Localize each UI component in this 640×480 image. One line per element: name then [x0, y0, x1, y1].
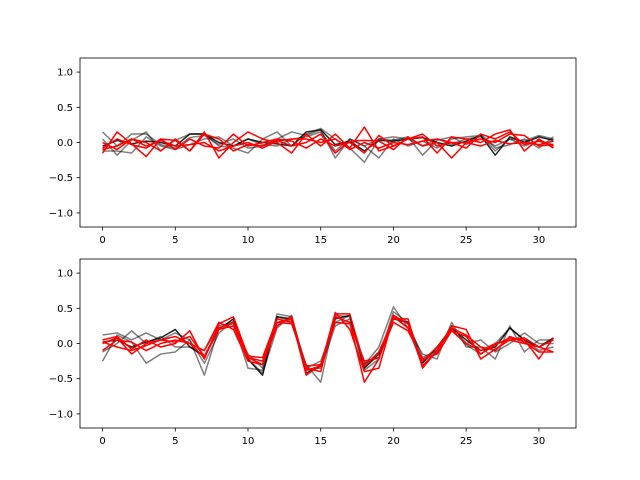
bottom-y-tick-label: −1.0 [49, 409, 73, 420]
bottom-x-axis: 0 5 10 15 20 25 30 [99, 428, 545, 447]
bottom-subplot: 0 5 10 15 20 25 30 −1.0 −0.5 0.0 0.5 1.0 [49, 258, 577, 447]
top-y-tick-label: 0.5 [57, 103, 73, 114]
top-y-tick-label: 1.0 [57, 68, 73, 79]
bottom-series-line-6 [102, 311, 555, 373]
top-y-tick-label: 0.0 [57, 138, 73, 149]
top-x-tick-label: 0 [99, 235, 105, 246]
top-x-axis: 0 5 10 15 20 25 30 [99, 227, 545, 246]
top-x-tick-label: 15 [314, 235, 327, 246]
top-y-axis: −1.0 −0.5 0.0 0.5 1.0 [49, 68, 80, 219]
bottom-y-tick-label: 1.0 [57, 269, 73, 280]
bottom-y-axis: −1.0 −0.5 0.0 0.5 1.0 [49, 269, 80, 420]
top-x-tick-label: 10 [242, 235, 255, 246]
bottom-x-tick-label: 15 [314, 436, 327, 447]
bottom-y-tick-label: 0.0 [57, 339, 73, 350]
top-series-line-7 [102, 138, 554, 152]
bottom-y-tick-label: 0.5 [57, 304, 73, 315]
bottom-series-lines [101, 306, 555, 383]
bottom-series-line-7 [102, 321, 554, 367]
top-x-tick-label: 5 [172, 235, 178, 246]
top-series-line-5 [102, 133, 554, 159]
top-series-lines [101, 126, 554, 163]
top-y-tick-label: −0.5 [49, 173, 73, 184]
top-y-tick-label: −1.0 [49, 208, 73, 219]
bottom-x-tick-label: 5 [172, 436, 178, 447]
bottom-x-tick-label: 20 [387, 436, 400, 447]
bottom-y-tick-label: −0.5 [49, 374, 73, 385]
bottom-x-tick-label: 0 [99, 436, 105, 447]
top-x-tick-label: 20 [387, 235, 400, 246]
top-series-line-6 [102, 131, 554, 154]
top-subplot: 0 5 10 15 20 25 30 −1.0 −0.5 0.0 0.5 1.0 [49, 57, 577, 246]
bottom-x-tick-label: 25 [460, 436, 473, 447]
bottom-x-tick-label: 30 [533, 436, 546, 447]
top-x-tick-label: 25 [460, 235, 473, 246]
top-x-tick-label: 30 [533, 235, 546, 246]
bottom-x-tick-label: 10 [242, 436, 255, 447]
